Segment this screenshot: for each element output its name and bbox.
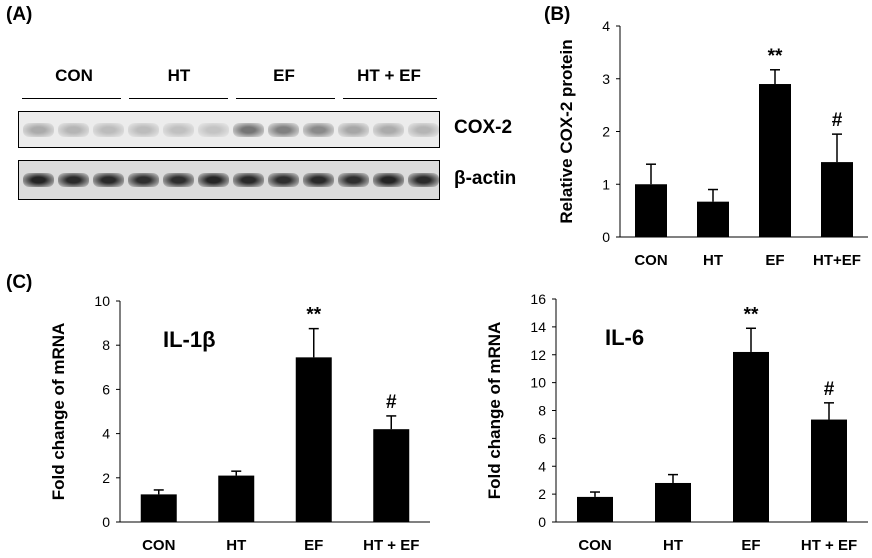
blot-group-label-ef: EF [273,66,295,85]
actin-band-3 [93,173,124,187]
significance-il1b-4: # [386,392,397,413]
y-tick-label-cox2-4: 4 [602,18,610,34]
y-tick-label-il6-16: 16 [530,291,546,307]
actin-band-9 [303,173,334,187]
category-label-il1b-1: CON [142,537,175,554]
y-tick-label-cox2-1: 1 [602,176,610,192]
y-tick-label-il6-12: 12 [530,347,546,363]
y-axis-label-cox2: Relative COX-2 protein [557,39,576,223]
cox2-band-2 [58,122,89,137]
actin-band-1 [23,173,54,187]
y-tick-label-il1b-4: 4 [102,426,110,442]
cox2-band-4 [128,122,159,137]
cox2-band-10 [338,122,369,137]
cox2-band-12 [408,122,439,137]
y-tick-label-il6-10: 10 [530,375,546,391]
category-label-il1b-4: HT + EF [363,537,419,554]
cox2-band-11 [373,122,404,137]
bar-cox2-1 [635,184,667,237]
cox2-band-7 [233,122,264,137]
bar-il1b-3 [295,357,332,522]
significance-il1b-3: ** [306,305,321,326]
y-tick-label-il6-0: 0 [538,514,546,530]
y-tick-label-il6-4: 4 [538,458,546,474]
y-tick-label-il6-8: 8 [538,403,546,419]
panel-label-c: (C) [6,272,33,293]
bar-il1b-4 [373,429,410,522]
blot-group-label-ht: HT [167,66,191,85]
y-tick-label-il1b-6: 6 [102,381,110,397]
significance-cox2-4: # [832,110,843,131]
y-tick-label-il1b-2: 2 [102,470,110,486]
actin-band-4 [128,173,159,187]
bar-il6-4 [811,419,847,522]
bar-il6-2 [655,482,691,522]
category-label-cox2-2: HT [703,252,723,269]
category-label-il6-2: HT [663,537,683,554]
blot-group-line-ht-ef [343,98,437,99]
bar-chart-il6: 0 2 4 6 8 10 12 14 16 Fold change of mRNA IL-6 CON H… [485,291,868,554]
cox2-band-9 [303,122,334,137]
category-label-il6-3: EF [741,537,760,554]
actin-band-11 [373,173,404,187]
panel-label-a: (A) [6,4,33,25]
blot-group-label-con: CON [55,66,93,85]
bar-chart-il1b: 0 2 4 6 8 10 Fold change of mRNA IL-1β CON HT ** EF… [49,293,430,554]
chart-title-il1b: IL-1β [163,327,216,352]
actin-band-10 [338,173,369,187]
y-tick-label-il1b-10: 10 [94,293,110,309]
y-tick-label-cox2-2: 2 [602,124,610,140]
category-label-il1b-2: HT [226,537,246,554]
actin-band-12 [408,173,439,187]
bar-il1b-2 [218,475,255,522]
bar-il1b-1 [140,494,177,522]
category-label-il6-4: HT + EF [801,537,857,554]
y-tick-label-il1b-0: 0 [102,514,110,530]
cox2-band-5 [163,122,194,137]
y-tick-label-cox2-3: 3 [602,71,610,87]
y-tick-label-il6-6: 6 [538,430,546,446]
panel-label-b: (B) [544,4,571,25]
significance-il6-4: # [824,379,835,400]
y-tick-label-il1b-8: 8 [102,337,110,353]
y-axis-label-il1b: Fold change of mRNA [49,323,68,501]
blot-group-line-con [22,98,121,99]
bar-il6-3 [733,351,769,522]
actin-band-5 [163,173,194,187]
y-tick-label-il6-2: 2 [538,486,546,502]
blot-group-line-ht [129,98,228,99]
cox2-band-3 [93,122,124,137]
category-label-cox2-1: CON [634,252,667,269]
cox2-band-1 [23,122,54,137]
y-axis-label-il6: Fold change of mRNA [485,322,504,500]
actin-band-6 [198,173,229,187]
category-label-cox2-3: EF [765,252,784,269]
bar-cox2-2 [697,201,729,237]
y-tick-label-cox2-0: 0 [602,229,610,245]
cox2-blot-strip [18,111,440,148]
actin-band-2 [58,173,89,187]
cox2-band-8 [268,122,299,137]
actin-band-7 [233,173,264,187]
blot-group-label-ht-ef: HT + EF [357,66,421,85]
bar-chart-cox2: 0 1 2 3 4 Relative COX-2 protein CON HT ** EF # HT+… [557,18,868,269]
protein-label-cox2: COX-2 [454,117,513,138]
actin-band-8 [268,173,299,187]
bar-il6-1 [577,496,613,522]
significance-il6-3: ** [744,304,759,325]
category-label-cox2-4: HT+EF [813,252,861,269]
significance-cox2-3: ** [768,46,783,67]
blot-group-line-ef [236,98,335,99]
bar-cox2-4 [821,162,853,237]
protein-label-actin: β-actin [454,168,517,189]
category-label-il1b-3: EF [304,537,323,554]
cox2-band-6 [198,122,229,137]
category-label-il6-1: CON [578,537,611,554]
bar-cox2-3 [759,84,791,238]
actin-blot-strip [18,160,440,200]
y-tick-label-il6-14: 14 [530,319,546,335]
chart-title-il6: IL-6 [605,325,644,350]
